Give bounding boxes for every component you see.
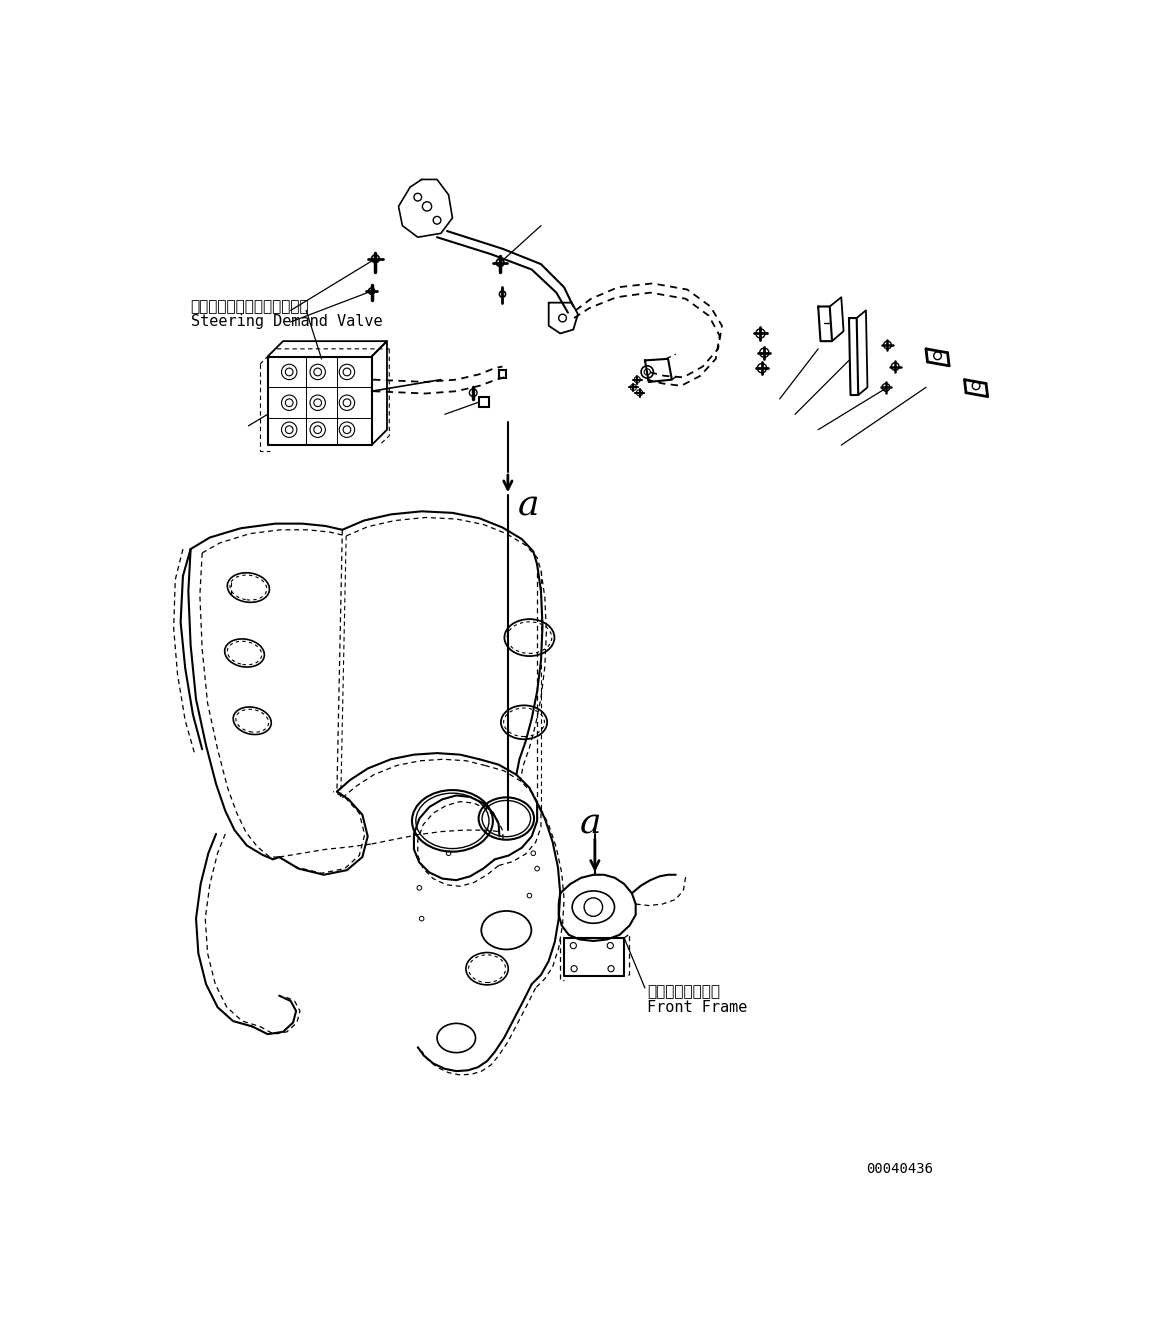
Text: ステアリングデマンドバルブ: ステアリングデマンドバルブ bbox=[191, 299, 309, 314]
Text: Steering Demand Valve: Steering Demand Valve bbox=[191, 315, 383, 330]
Text: Front Frame: Front Frame bbox=[648, 1000, 748, 1015]
Text: a: a bbox=[518, 489, 540, 522]
Bar bbox=[479, 398, 488, 407]
Text: フロントフレーム: フロントフレーム bbox=[648, 984, 720, 1000]
Text: a: a bbox=[579, 806, 601, 841]
Bar bbox=[499, 370, 506, 378]
Text: 00040436: 00040436 bbox=[866, 1161, 933, 1176]
